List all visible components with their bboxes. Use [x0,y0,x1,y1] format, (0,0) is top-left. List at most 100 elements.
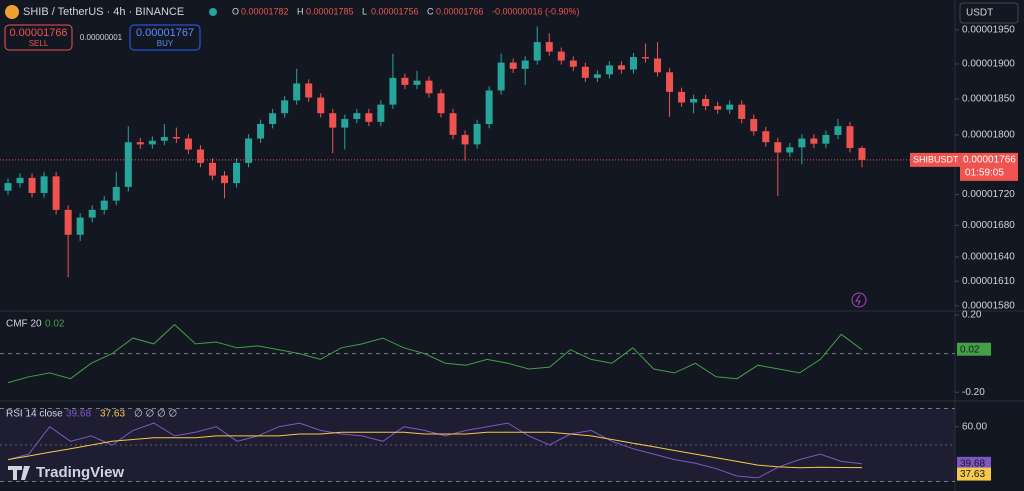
candle-body [184,138,192,150]
candle-body [245,138,253,163]
sell-price: 0.00001766 [9,27,67,39]
y-tick-label: 0.00001800 [962,130,1015,141]
ohlc-value: 0.00001766 [436,6,484,16]
candle-body [100,200,108,210]
y-tick-label: 0.00001580 [962,300,1015,311]
candle-body [726,104,734,110]
candle-body [16,177,24,184]
price-tag [910,152,960,167]
candle-body [449,113,457,135]
candle-body [281,100,289,114]
candle-body [557,51,565,61]
symbol: SHIB / TetherUS · 4h · BINANCE [23,6,184,18]
flash-icon [855,294,861,306]
ohlc-value: 0.00001785 [306,6,354,16]
candle-body [810,138,818,144]
candle-body [365,113,373,122]
ohlc-value: 0.00001782 [241,6,289,16]
ohlc-key: H [297,6,304,16]
candle-body [798,138,806,148]
candle-body [533,42,541,61]
candle-body [88,209,96,218]
logo: TradingView [36,464,124,481]
candle-body [196,149,204,163]
candle-body [786,147,794,153]
candle-body [714,106,722,110]
candle-body [569,60,577,67]
indicator-value: 37.63 [100,409,125,420]
candle-body [233,162,241,184]
candle-body [136,142,144,145]
currency: USDT [966,8,993,19]
candle-body [317,97,325,114]
indicator-line [7,323,863,384]
candle-body [269,113,277,125]
indicator-title: CMF 20 [6,319,42,330]
price-tag-price: 0.00001766 [963,155,1016,166]
candle-body [750,118,758,132]
status-dot [209,8,217,16]
y-tick-label: 60.00 [962,421,987,432]
candle-body [401,77,409,85]
candle-body [858,148,866,160]
currency-select[interactable] [959,2,1019,24]
y-tick-label: 0.00001900 [962,59,1015,70]
candle-body [846,126,854,149]
logo-icon [8,466,30,480]
candle-body [593,74,601,78]
candle-body [473,124,481,145]
candle-body [52,176,60,210]
candle-body [605,65,613,75]
indicator-value: 39.68 [66,409,91,420]
value-tag [957,467,991,481]
candle-body [64,209,72,235]
candle-body [413,80,421,85]
indicator-line [7,422,863,479]
ohlc-key: O [232,6,239,16]
value-tag [957,456,991,470]
candle-body [678,91,686,103]
price-tag [960,152,1018,181]
y-tick-label: -0.20 [962,387,985,398]
spread: 0.00000001 [80,33,123,42]
candle-body [425,80,433,94]
candle-body [834,126,842,135]
y-tick-label: 0.00001610 [962,276,1015,287]
candle-body [461,134,469,145]
value-tag-text: 39.68 [960,458,985,469]
y-tick-label: 0.00001950 [962,25,1015,36]
ohlc-key: L [362,6,367,16]
candle-body [509,62,517,69]
value-tag-text: 37.63 [960,469,985,480]
candle-body [305,83,313,98]
candle-body [148,140,156,145]
candle-body [437,93,445,114]
candle-body [389,77,397,105]
candle-body [4,183,12,191]
candle-body [28,177,36,193]
candle-body [641,57,649,59]
candle-body [774,142,782,153]
price-tag-countdown: 01:59:05 [965,168,1004,179]
candle-body [690,98,698,103]
candle-body [617,65,625,70]
candle-body [702,98,710,107]
y-tick-label: 0.00001680 [962,220,1015,231]
candle-body [293,83,301,101]
ohlc-change: -0.00000016 (-0.90%) [492,6,580,16]
indicator-title: RSI 14 close [6,409,63,420]
sell-button[interactable] [4,24,73,51]
candle-body [581,66,589,78]
candle-body [545,42,553,52]
candle-body [76,217,84,235]
candle-body [208,162,216,176]
ohlc-value: 0.00001756 [371,6,419,16]
candle-body [485,90,493,125]
candle-body [40,176,48,193]
y-tick-label: 0.00001720 [962,189,1015,200]
candle-body [124,142,132,187]
indicator-line [7,431,863,469]
buy-button[interactable] [129,24,201,51]
